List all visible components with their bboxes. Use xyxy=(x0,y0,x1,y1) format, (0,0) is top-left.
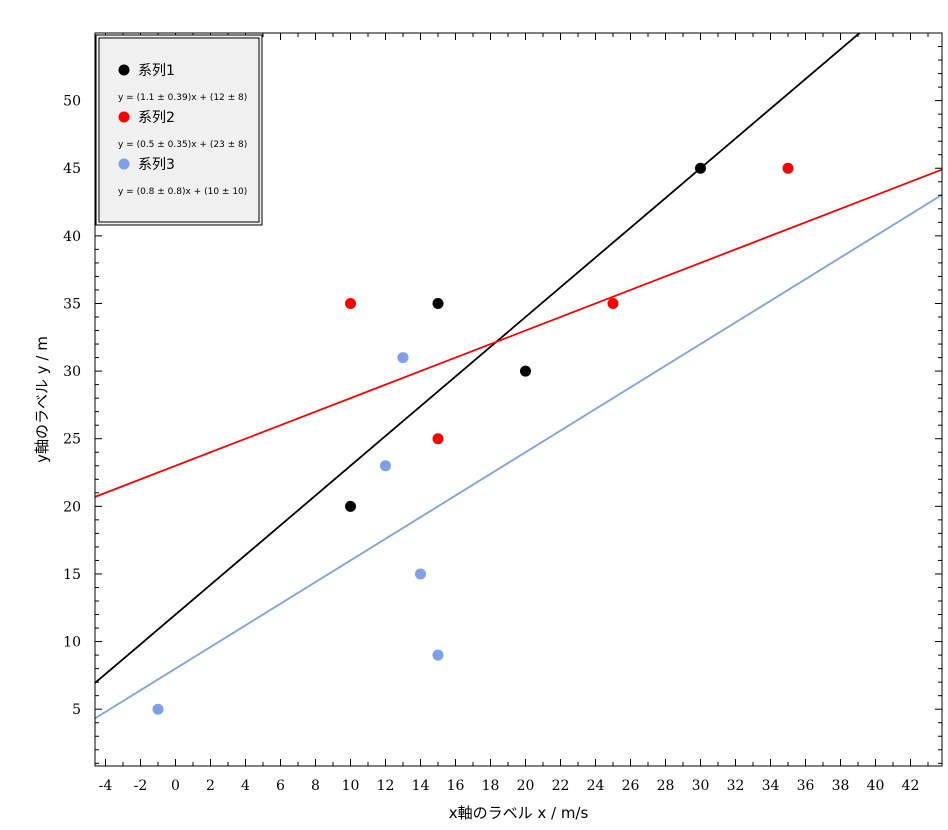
legend-series-name: 系列2 xyxy=(138,110,175,126)
x-tick-label: 10 xyxy=(342,778,360,794)
fit-lines xyxy=(95,33,942,720)
data-point xyxy=(432,433,444,445)
y-axis-label: y軸のラベル y / m xyxy=(33,336,51,463)
x-tick-label: 2 xyxy=(206,778,215,794)
legend-marker xyxy=(118,64,130,76)
fit-line xyxy=(95,33,861,684)
legend-fit-equation: y = (0.5 ± 0.35)x + (23 ± 8) xyxy=(118,140,247,150)
x-tick-label: 6 xyxy=(276,778,285,794)
y-tick-label: 10 xyxy=(63,635,81,651)
legend: 系列1 y = (1.1 ± 0.39)x + (12 ± 8) 系列2 y = (0… xyxy=(95,34,263,226)
x-tick-label: 32 xyxy=(727,778,745,794)
x-tick-label: 24 xyxy=(587,778,605,794)
legend-series-name: 系列1 xyxy=(138,63,175,79)
data-point xyxy=(695,162,706,174)
y-tick-label: 5 xyxy=(72,702,81,718)
y-tick-label: 25 xyxy=(63,432,81,448)
fit-line xyxy=(95,168,942,498)
data-point xyxy=(345,500,356,512)
x-tick-label: 30 xyxy=(692,778,710,794)
legend-series-name: 系列3 xyxy=(138,157,175,173)
x-tick-label: 28 xyxy=(657,778,675,794)
data-point xyxy=(782,162,794,174)
legend-fit-equation: y = (0.8 ± 0.8)x + (10 ± 10) xyxy=(118,187,247,197)
data-point xyxy=(520,365,531,377)
x-tick-label: -2 xyxy=(134,778,148,794)
x-tick-label: 12 xyxy=(377,778,395,794)
legend-border xyxy=(98,37,260,223)
data-point xyxy=(152,703,164,715)
legend-fit-equation: y = (1.1 ± 0.39)x + (12 ± 8) xyxy=(118,93,247,103)
data-point xyxy=(432,297,444,309)
y-tick-label: 50 xyxy=(63,94,81,110)
data-point xyxy=(607,297,619,309)
x-tick-label: 18 xyxy=(482,778,500,794)
data-point xyxy=(397,352,409,364)
x-tick-label: 4 xyxy=(241,778,250,794)
x-axis-label: x軸のラベル x / m/s xyxy=(449,804,589,822)
x-tick-label: 14 xyxy=(412,778,430,794)
legend-marker xyxy=(118,158,130,170)
fit-line xyxy=(95,193,942,720)
y-tick-label: 15 xyxy=(63,567,81,583)
x-tick-label: 16 xyxy=(447,778,465,794)
x-tick-labels: -4 -2 0 2 4 6 8 10 12 14 16 18 20 22 24 26 28 30 32 34 36 38 4… xyxy=(99,778,920,794)
data-point xyxy=(380,460,391,472)
y-tick-label: 20 xyxy=(63,499,81,515)
plot-frame xyxy=(94,32,943,767)
data-point xyxy=(432,649,444,661)
x-tick-label: 20 xyxy=(517,778,535,794)
y-tick-labels: 5 10 15 20 25 30 35 40 45 50 xyxy=(63,94,81,719)
y-tick-label: 30 xyxy=(63,364,81,380)
data-points xyxy=(152,162,794,715)
y-tick-label: 45 xyxy=(63,161,81,177)
x-tick-label: 8 xyxy=(311,778,320,794)
x-tick-label: -4 xyxy=(99,778,113,794)
x-tick-label: 38 xyxy=(832,778,850,794)
x-tick-label: 26 xyxy=(622,778,640,794)
legend-marker xyxy=(118,111,130,123)
x-tick-label: 42 xyxy=(902,778,920,794)
axis-ticks xyxy=(95,32,942,766)
x-tick-label: 0 xyxy=(171,778,180,794)
x-tick-label: 40 xyxy=(867,778,885,794)
y-tick-label: 40 xyxy=(63,229,81,245)
x-tick-label: 34 xyxy=(762,778,780,794)
data-point xyxy=(415,568,426,580)
y-tick-label: 35 xyxy=(63,296,81,312)
data-point xyxy=(345,297,356,309)
x-tick-label: 22 xyxy=(552,778,570,794)
x-tick-label: 36 xyxy=(797,778,815,794)
